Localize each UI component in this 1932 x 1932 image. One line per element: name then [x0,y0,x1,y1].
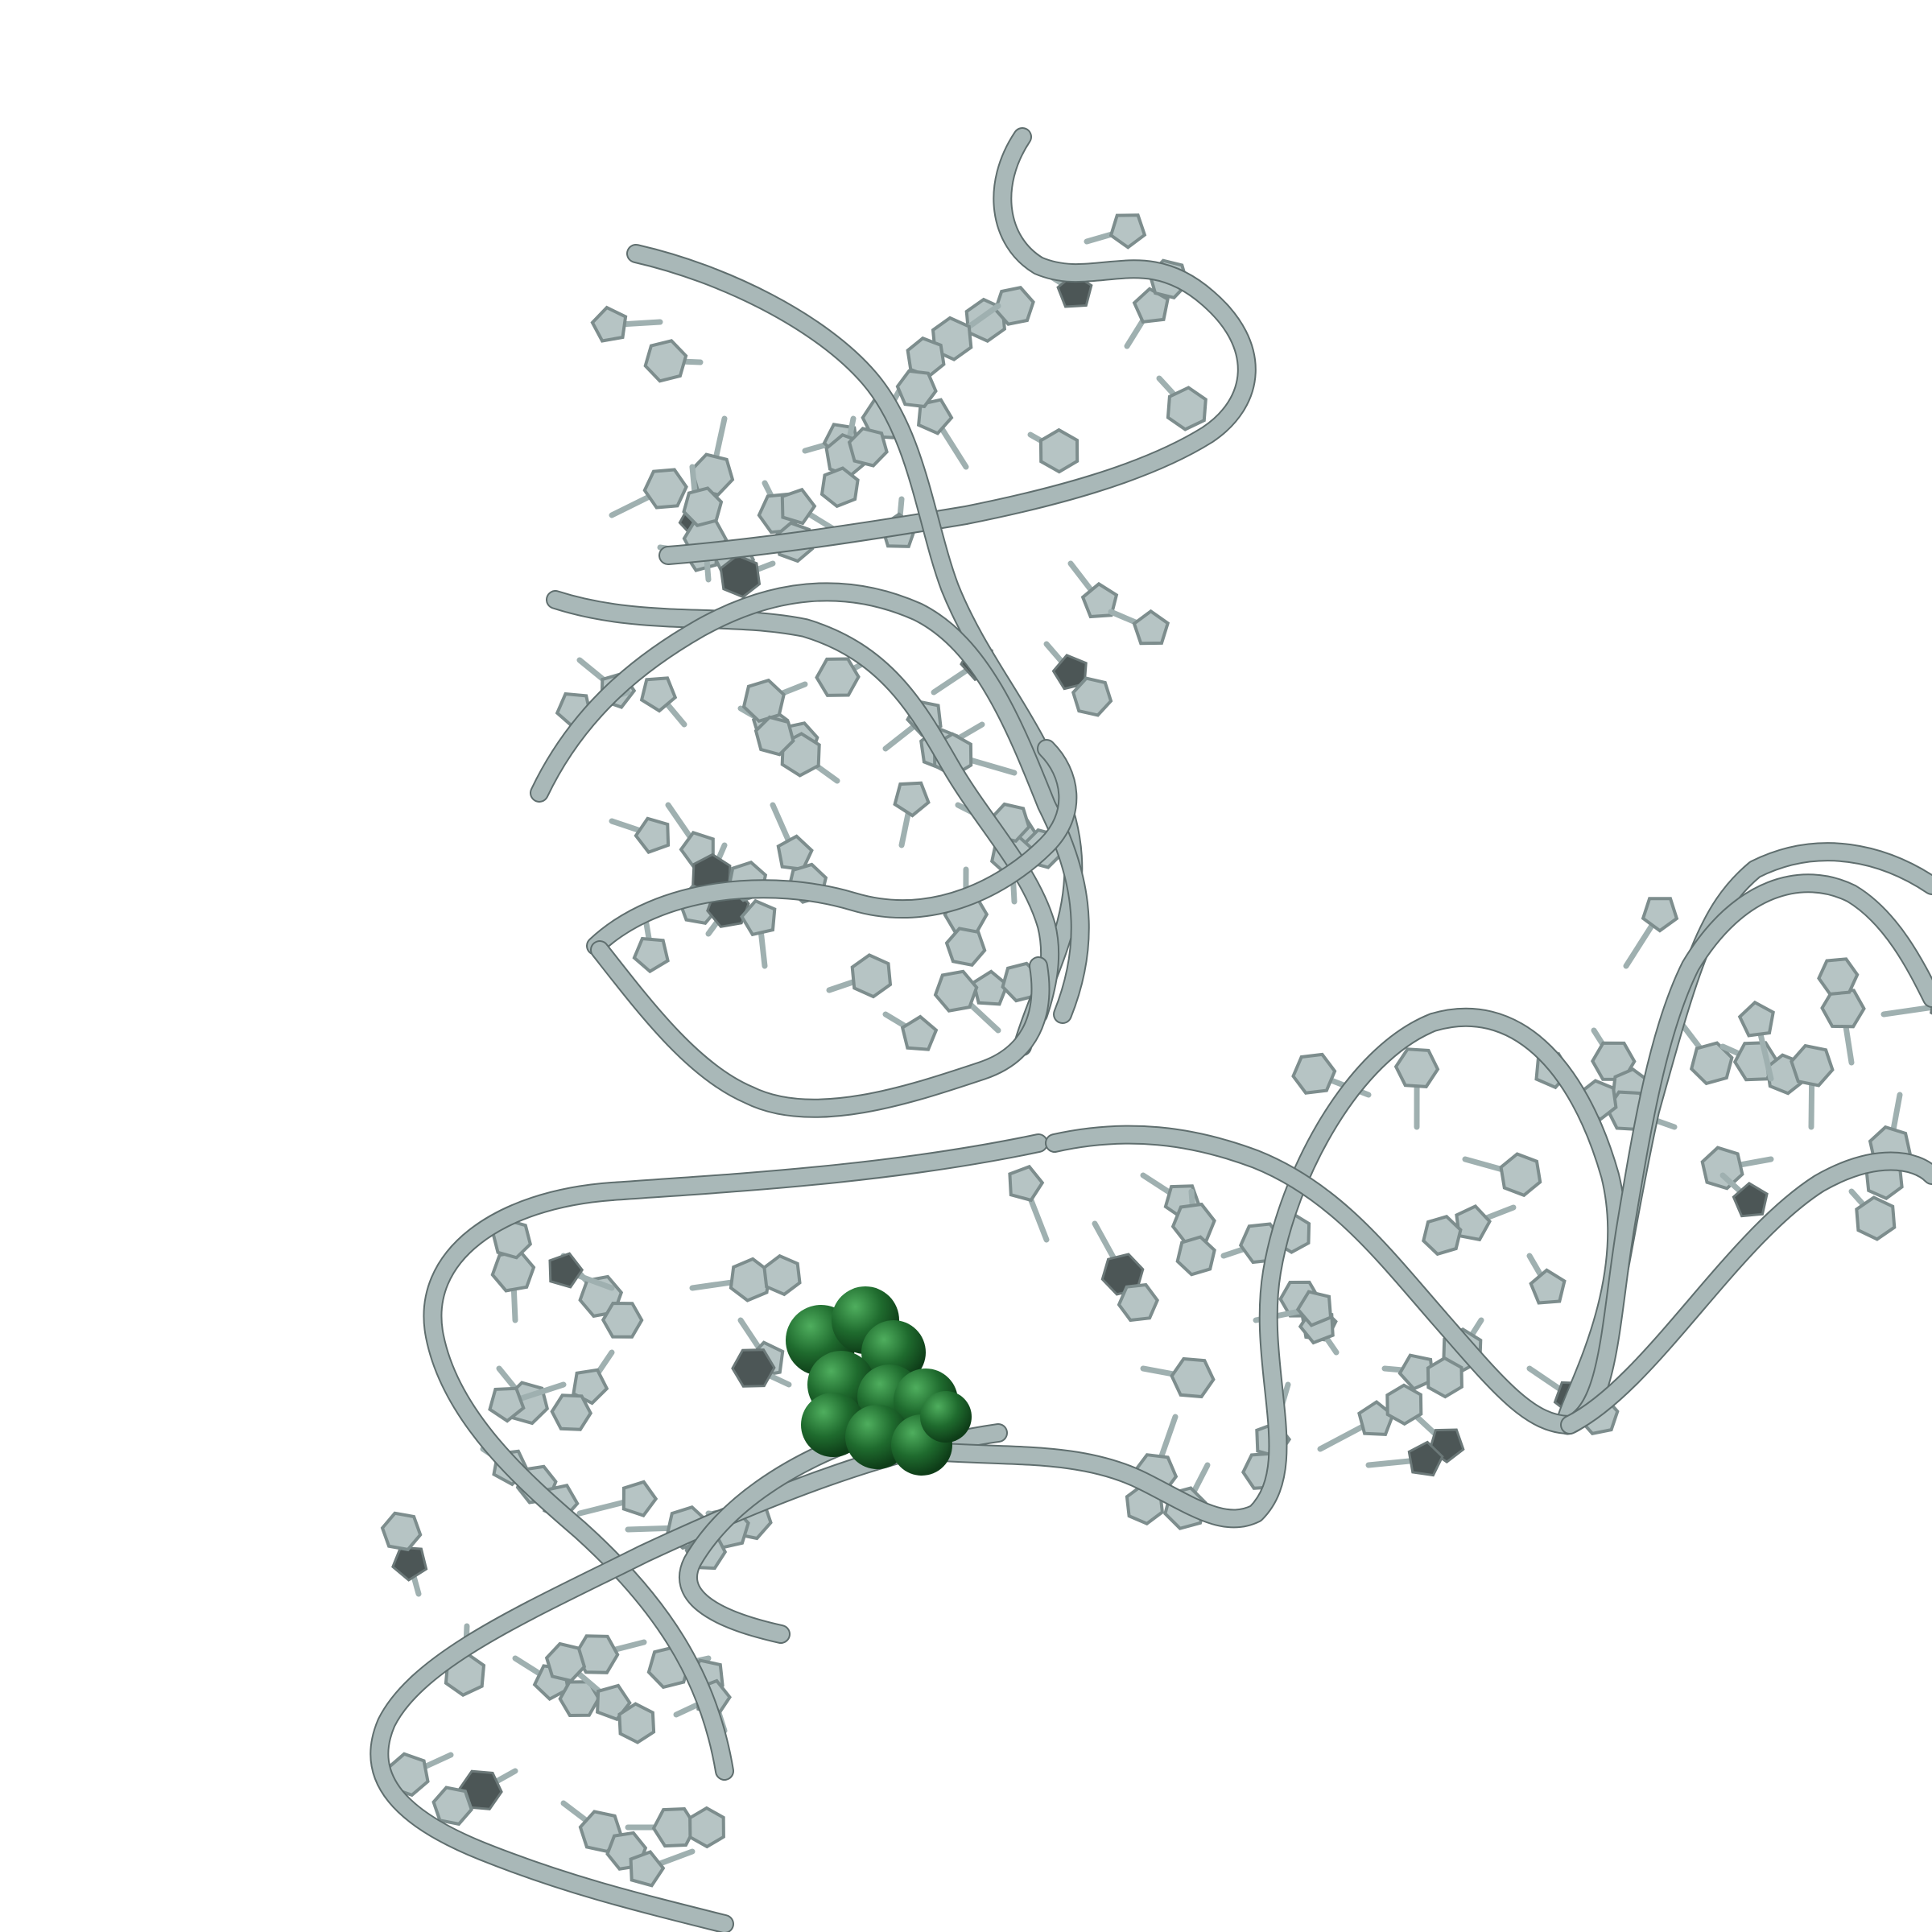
base-ring [815,657,861,697]
base-ring [643,339,688,383]
backbone-segment-lower-left-inner-fill [371,1425,1006,1932]
base-ring-fused [847,427,889,468]
base-ring [1790,1043,1835,1088]
base-ring-fused [601,1301,644,1339]
base-ring-fused [944,927,987,967]
backbone-segment-mid-crossing-fill [588,741,1076,954]
backbone-segment-left-helix-b-fill [531,584,1088,1022]
base-ring [893,781,931,818]
base-ring [729,1257,771,1302]
base-ring [1393,1047,1440,1088]
base-ring [1499,1152,1542,1198]
backbone-segment-right-helix-b-fill [1046,875,1932,1433]
ligand-atom [920,1391,972,1443]
backbone-segment-lower-left-outer-fill [424,1135,1046,1779]
base-ring [1166,386,1208,431]
base-ring [629,1850,666,1888]
base-ring [458,1769,503,1810]
base-ring [690,452,735,497]
base-ring [1080,581,1119,619]
base-ring [548,1252,584,1289]
ligand-spacefill [786,1286,972,1476]
base-ring [1407,1440,1444,1477]
base-ring [1689,1041,1734,1086]
base-ring-fused [819,466,860,509]
base-ring [1455,1203,1492,1242]
base-ring [741,678,786,724]
base-ring [1132,609,1170,646]
base-ring [1108,213,1147,250]
base-ring [488,1386,526,1423]
base-ring [1008,1164,1045,1203]
base-ring [1038,427,1080,474]
base-ring-fused [1175,1235,1216,1277]
base-ring [1820,988,1866,1029]
base-ring [639,676,678,713]
base-ring-fused [544,1641,587,1683]
backbone-segment-left-helix-b [530,582,1090,1024]
base-ring [590,305,628,343]
base-ring-fused [895,369,938,409]
base-ring-fused [906,336,946,378]
base-ring-fused [431,1785,473,1827]
base-ring-fused [1385,1383,1423,1426]
backbone-segment-junction-fill [592,942,1049,1117]
rna-backbone-ribbon [369,127,1932,1932]
base-stick [1880,1004,1932,1018]
base-ring [391,1546,428,1582]
base-ring-fused [753,715,795,757]
base-ring-fused [1422,1214,1463,1257]
base-ring-fused [1071,676,1113,717]
base-ring [1855,1195,1897,1241]
base-ring [632,936,670,974]
backbone-segment-top-loop-fill [660,129,1255,564]
base-ring [1732,1182,1769,1218]
base-ring [1170,1356,1216,1399]
nucleotide-bases [380,213,1932,1888]
backbone-segment-right-helix-b [1045,873,1932,1435]
base-ring-fused [1817,957,1860,997]
backbone-segment-right-tail-fill [1562,1153,1932,1433]
base-ring [621,1480,658,1518]
base-ring-fused [1426,1356,1463,1399]
base-ring [900,1014,939,1051]
base-ring [642,468,688,510]
base-ring [916,398,954,436]
base-ring [933,969,979,1013]
base-ring-fused [688,1806,725,1849]
base-ring [1737,1000,1775,1038]
base-ring [634,816,671,854]
base-ring [850,953,893,999]
base-ring-fused [550,1393,593,1431]
base-ring-fused [762,1253,802,1297]
base-ring [1700,1146,1744,1191]
base-ring [780,487,817,526]
base-ring [1132,287,1170,324]
base-ring [1291,1052,1337,1095]
backbone-segment-lower-hook-fill [680,1433,861,1642]
base-ring-fused [380,1511,423,1552]
base-ring-fused [682,486,724,528]
base-ring [1170,1202,1216,1245]
base-ring [731,1348,776,1388]
base-ring [740,898,777,937]
base-ring-fused [1117,1282,1159,1323]
base-ring [1295,1290,1333,1327]
base-ring [1641,897,1679,933]
base-ring-fused [617,1702,656,1744]
base-ring [596,1683,632,1722]
base-ring [1529,1268,1567,1305]
